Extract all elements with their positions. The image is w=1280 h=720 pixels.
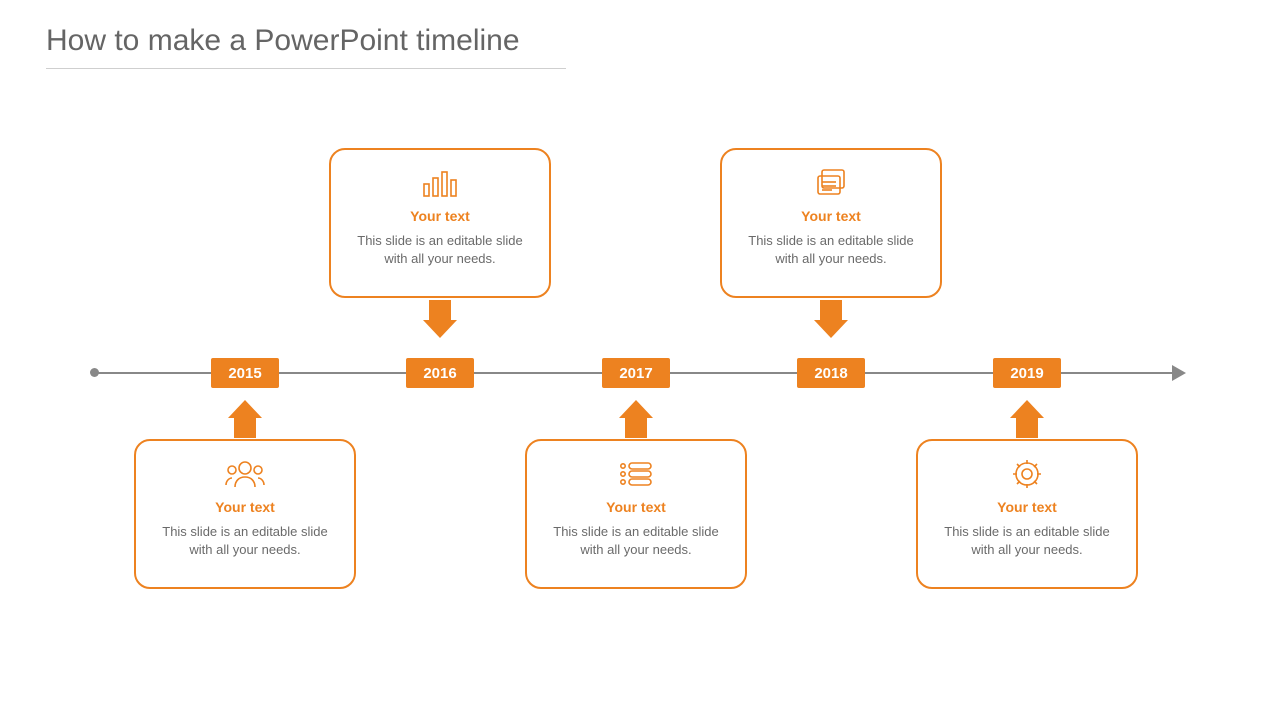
axis-start-dot	[90, 368, 99, 377]
timeline-callout: Your text This slide is an editable slid…	[329, 148, 551, 298]
callout-body: This slide is an editable slide with all…	[150, 523, 340, 558]
bar-chart-icon	[345, 164, 535, 202]
callout-heading: Your text	[150, 499, 340, 515]
callout-heading: Your text	[736, 208, 926, 224]
connector-arrow-down	[816, 300, 846, 338]
gear-icon	[932, 455, 1122, 493]
people-icon	[150, 455, 340, 493]
year-badge: 2016	[406, 358, 474, 388]
callout-body: This slide is an editable slide with all…	[932, 523, 1122, 558]
slide-title: How to make a PowerPoint timeline	[46, 24, 520, 58]
callout-heading: Your text	[345, 208, 535, 224]
callout-heading: Your text	[541, 499, 731, 515]
callout-body: This slide is an editable slide with all…	[541, 523, 731, 558]
callout-body: This slide is an editable slide with all…	[345, 232, 535, 267]
connector-arrow-up	[621, 400, 651, 438]
year-badge: 2018	[797, 358, 865, 388]
year-badge: 2015	[211, 358, 279, 388]
axis-end-arrow	[1172, 365, 1186, 381]
documents-icon	[736, 164, 926, 202]
year-badge: 2017	[602, 358, 670, 388]
callout-body: This slide is an editable slide with all…	[736, 232, 926, 267]
connector-arrow-down	[425, 300, 455, 338]
timeline-callout: Your text This slide is an editable slid…	[134, 439, 356, 589]
list-icon	[541, 455, 731, 493]
timeline-callout: Your text This slide is an editable slid…	[720, 148, 942, 298]
connector-arrow-up	[230, 400, 260, 438]
year-badge: 2019	[993, 358, 1061, 388]
timeline-callout: Your text This slide is an editable slid…	[525, 439, 747, 589]
title-underline	[46, 68, 566, 69]
connector-arrow-up	[1012, 400, 1042, 438]
callout-heading: Your text	[932, 499, 1122, 515]
timeline-callout: Your text This slide is an editable slid…	[916, 439, 1138, 589]
